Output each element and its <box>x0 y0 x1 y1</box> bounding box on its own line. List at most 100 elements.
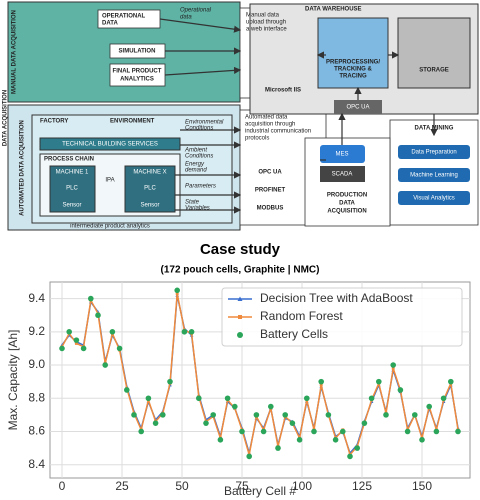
chart-subtitle: (172 pouch cells, Graphite | NMC) <box>161 265 320 276</box>
data-point <box>80 345 87 352</box>
y-tick-label: 8.6 <box>28 424 45 438</box>
x-tick-label: 25 <box>115 479 129 493</box>
arrow <box>164 66 242 76</box>
label: Sensor <box>62 203 81 209</box>
data-point <box>210 412 216 418</box>
label: Conditions <box>185 126 213 132</box>
label: Parameters <box>185 184 216 190</box>
label: MANUAL DATA ACQUISITION <box>12 10 18 94</box>
mes-box <box>320 145 365 163</box>
data-point <box>66 329 72 335</box>
data-point <box>217 436 224 443</box>
legend-marker <box>237 296 243 301</box>
data-point <box>196 395 202 402</box>
data-point <box>152 420 159 426</box>
data-point <box>224 395 231 402</box>
data-point <box>289 420 296 426</box>
data-point <box>340 428 346 435</box>
data-point <box>175 292 179 296</box>
storage-box <box>397 17 471 89</box>
label: AUTOMATED DATA ACQUISITION <box>20 120 26 216</box>
label: demand <box>185 168 207 174</box>
data-point <box>95 312 101 319</box>
label: STORAGE <box>419 68 449 74</box>
data-point <box>275 445 281 451</box>
label: DATA ACQUISITION <box>3 90 9 146</box>
btn <box>398 191 470 205</box>
label: FACTORY <box>40 119 68 125</box>
label: PRODUCTION <box>327 193 367 199</box>
label: TECHNICAL BUILDING SERVICES <box>62 142 158 148</box>
x-tick-label: 0 <box>59 479 66 493</box>
data-point <box>412 412 418 418</box>
label: data <box>180 15 192 21</box>
data-point <box>253 412 260 418</box>
data-point <box>203 420 209 426</box>
data-point <box>160 412 166 418</box>
label: Conditions <box>185 154 213 160</box>
label: industrial communication <box>245 129 311 135</box>
label: acquisition through <box>245 122 295 128</box>
data-point <box>383 412 389 418</box>
label: Environmental <box>185 120 224 126</box>
label: MODBUS <box>257 206 284 212</box>
data-point <box>124 387 130 393</box>
legend-label: Battery Cells <box>260 327 328 341</box>
x-tick-label: 150 <box>412 479 432 493</box>
label: DATA <box>102 21 118 27</box>
label: PROFINET <box>255 188 286 194</box>
data-point <box>239 428 245 435</box>
opc-box <box>334 100 382 114</box>
data-point <box>109 329 116 335</box>
data-point <box>268 403 274 410</box>
legend-marker <box>238 315 242 319</box>
label: Microsoft IIS <box>265 88 301 94</box>
arrow <box>159 18 242 33</box>
data-point <box>404 428 411 435</box>
label: MES <box>335 152 348 158</box>
data-point <box>73 337 80 343</box>
label: MACHINE X <box>133 170 166 176</box>
y-axis-label: Max. Capacity [Ah] <box>6 330 20 431</box>
chart: Case study (172 pouch cells, Graphite | … <box>6 241 471 498</box>
label: Variables <box>185 206 210 212</box>
label: PROCESS CHAIN <box>44 157 94 163</box>
label: Operational <box>180 8 212 14</box>
x-tick-label: 100 <box>292 479 312 493</box>
label: TRACING <box>339 74 367 80</box>
data-point <box>304 395 310 402</box>
label: DATA <box>339 201 355 207</box>
data-point <box>59 345 65 352</box>
data-point <box>391 366 395 370</box>
label: FINAL PRODUCT <box>113 69 162 75</box>
label: IPA <box>105 178 114 184</box>
label: MACHINE 1 <box>56 170 89 176</box>
data-point <box>347 453 353 460</box>
mx-box <box>124 165 176 213</box>
label: Sensor <box>140 203 159 209</box>
legend <box>221 287 463 347</box>
data-point <box>419 436 425 443</box>
label: Automated data <box>245 115 288 121</box>
data-point <box>282 412 289 418</box>
btn <box>398 145 470 159</box>
label: Data Preparation <box>411 150 456 156</box>
data-point <box>426 403 433 410</box>
scada-box <box>320 166 365 182</box>
tbs-box <box>39 137 181 151</box>
label: OPERATIONAL <box>102 14 146 20</box>
data-point <box>390 362 397 368</box>
data-point <box>368 395 375 402</box>
label: intermediate product analytics <box>70 224 150 230</box>
y-tick-label: 9.2 <box>28 324 45 338</box>
label: State <box>185 200 200 206</box>
data-point <box>296 436 303 443</box>
label: Manual data <box>246 13 280 19</box>
data-point <box>311 428 317 435</box>
data-point <box>145 395 152 402</box>
data-point <box>448 378 454 385</box>
data-point <box>376 378 382 385</box>
label: TRACKING & <box>334 67 372 73</box>
label: SCADA <box>332 172 353 178</box>
final-box <box>109 63 166 87</box>
